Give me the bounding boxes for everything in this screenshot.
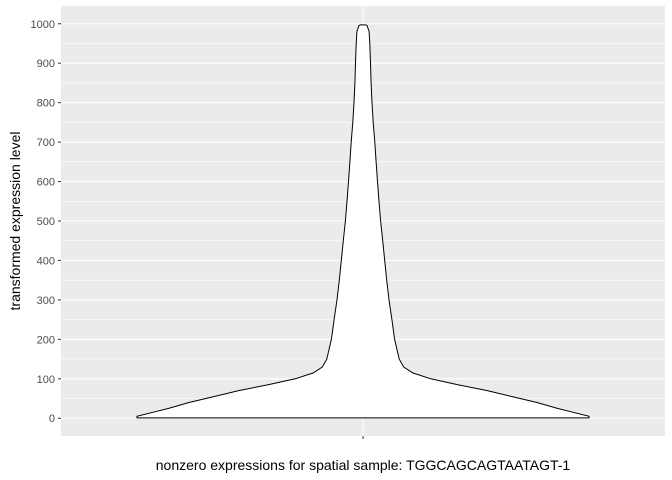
y-tick-label: 800: [37, 98, 55, 110]
y-axis-ticks: [58, 23, 61, 419]
y-tick-label: 900: [37, 58, 55, 70]
y-axis-title: transformed expression level: [7, 132, 23, 311]
y-tick-label: 0: [49, 413, 55, 425]
y-axis-tick-labels: 0 100 200 300 400 500 600 700 800 900 1000: [31, 19, 55, 425]
x-axis-title: nonzero expressions for spatial sample: …: [156, 457, 571, 473]
y-tick-label: 600: [37, 177, 55, 189]
y-tick-label: 400: [37, 255, 55, 267]
y-tick-label: 700: [37, 137, 55, 149]
y-tick-label: 1000: [31, 19, 55, 31]
y-tick-label: 300: [37, 295, 55, 307]
violin-shape: [136, 24, 590, 419]
y-tick-label: 100: [37, 374, 55, 386]
y-tick-label: 500: [37, 216, 55, 228]
y-tick-label: 200: [37, 334, 55, 346]
